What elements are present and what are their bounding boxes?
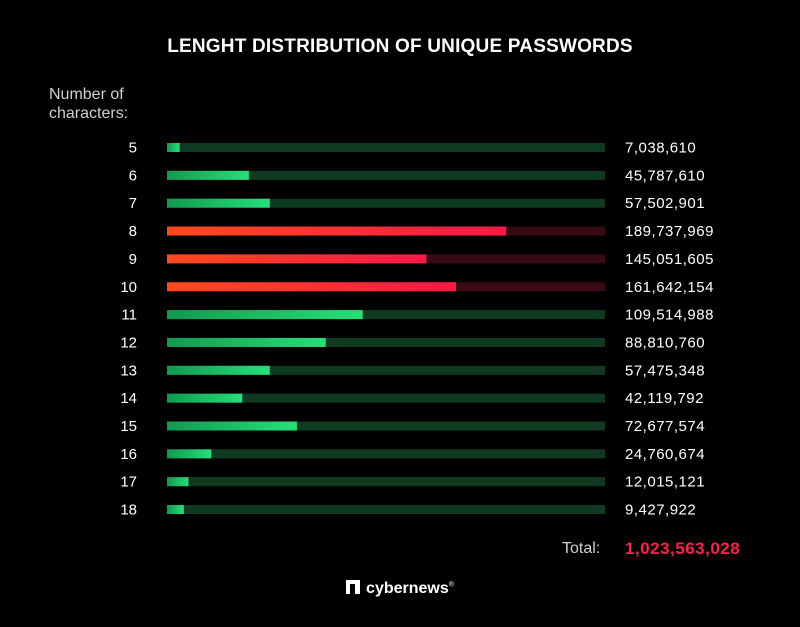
bar-16: [167, 449, 212, 459]
value-label-11: 109,514,988: [625, 307, 714, 324]
category-label-9: 9: [129, 251, 137, 268]
category-label-16: 16: [120, 446, 137, 463]
bar-11: [167, 310, 363, 320]
registered-mark: ®: [448, 581, 454, 589]
bar-9: [167, 254, 427, 264]
bar-8: [167, 226, 507, 236]
bar-5: [167, 143, 180, 152]
bar-track-17: [167, 477, 605, 487]
value-label-9: 145,051,605: [625, 251, 714, 268]
value-label-10: 161,642,154: [625, 279, 714, 296]
bar-track-5: [167, 143, 605, 152]
brand-logo: cybernews®: [0, 580, 800, 598]
bar-13: [167, 365, 270, 375]
bar-track-12: [167, 337, 605, 347]
bar-track-6: [167, 170, 605, 180]
bar-track-13: [167, 365, 605, 375]
bar-track-14: [167, 393, 605, 403]
category-label-15: 15: [120, 418, 137, 435]
value-label-15: 72,677,574: [625, 418, 705, 435]
value-label-18: 9,427,922: [625, 502, 696, 519]
category-label-14: 14: [120, 390, 137, 407]
bar-track-7: [167, 198, 605, 208]
value-label-13: 57,475,348: [625, 362, 705, 379]
bar-track-11: [167, 310, 605, 320]
bar-14: [167, 393, 243, 403]
value-label-5: 7,038,610: [625, 140, 696, 157]
bar-12: [167, 337, 326, 347]
value-label-7: 57,502,901: [625, 195, 705, 212]
category-label-8: 8: [129, 223, 137, 240]
value-label-17: 12,015,121: [625, 474, 705, 491]
y-axis-label: Number of characters:: [49, 86, 129, 122]
total-value: 1,023,563,028: [625, 539, 741, 558]
brand-name: cybernews: [366, 580, 449, 597]
bar-7: [167, 198, 270, 208]
bar-17: [167, 477, 189, 487]
bar-18: [167, 505, 184, 515]
category-label-7: 7: [129, 195, 137, 212]
bar-6: [167, 170, 249, 180]
value-label-14: 42,119,792: [625, 390, 704, 407]
value-label-6: 45,787,610: [625, 167, 705, 184]
value-label-12: 88,810,760: [625, 334, 705, 351]
bar-track-18: [167, 505, 605, 515]
cybernews-logo-icon: [346, 580, 361, 594]
category-label-18: 18: [120, 502, 137, 519]
category-label-5: 5: [129, 140, 137, 157]
chart-title: LENGHT DISTRIBUTION OF UNIQUE PASSWORDS: [167, 36, 633, 57]
category-label-13: 13: [120, 362, 137, 379]
bar-track-16: [167, 449, 605, 459]
total-label: Total:: [562, 540, 601, 557]
bar-15: [167, 421, 297, 431]
bar-10: [167, 282, 456, 292]
category-label-11: 11: [121, 307, 137, 324]
value-label-8: 189,737,969: [625, 223, 714, 240]
bar-track-15: [167, 421, 605, 431]
category-label-6: 6: [129, 167, 137, 184]
value-label-16: 24,760,674: [625, 446, 705, 463]
category-label-10: 10: [120, 279, 137, 296]
category-label-17: 17: [120, 474, 137, 491]
category-label-12: 12: [120, 334, 137, 351]
